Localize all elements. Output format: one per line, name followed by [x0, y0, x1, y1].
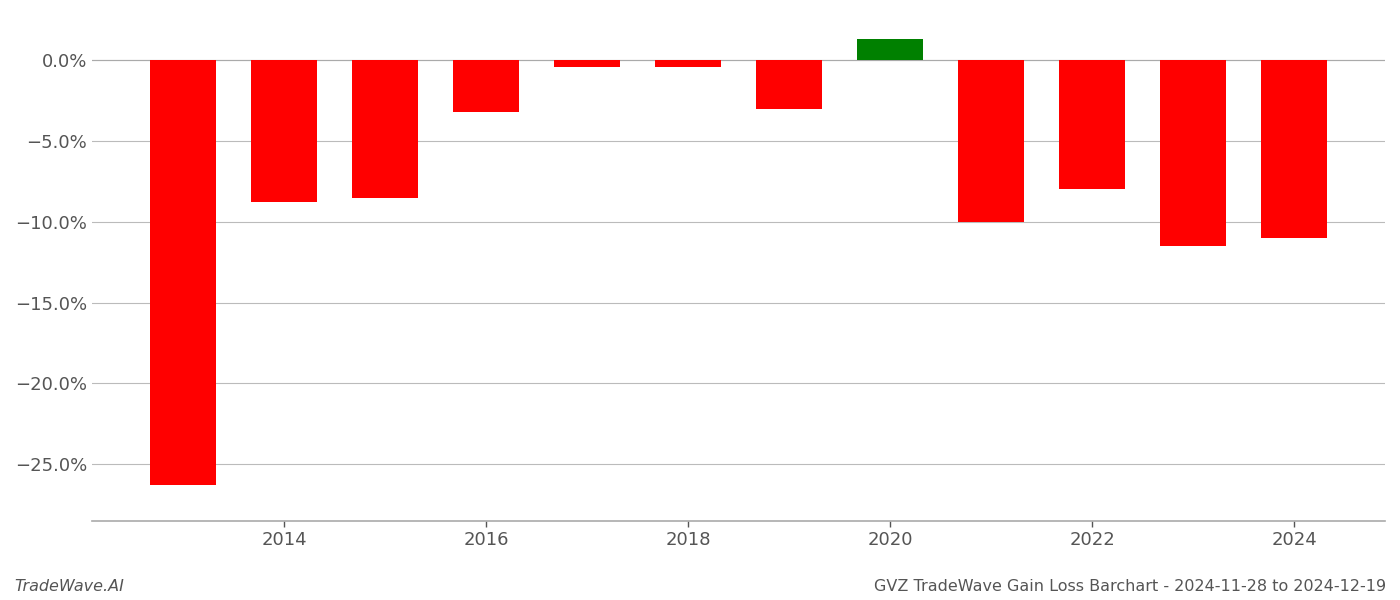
Bar	[554, 60, 620, 67]
Bar	[454, 60, 519, 112]
Bar	[1161, 60, 1226, 246]
Bar	[251, 60, 316, 202]
Bar	[1060, 60, 1126, 190]
Bar	[655, 60, 721, 67]
Bar	[1261, 60, 1327, 238]
Text: TradeWave.AI: TradeWave.AI	[14, 579, 123, 594]
Bar	[857, 39, 923, 60]
Bar	[958, 60, 1023, 222]
Bar	[756, 60, 822, 109]
Bar	[353, 60, 417, 197]
Text: GVZ TradeWave Gain Loss Barchart - 2024-11-28 to 2024-12-19: GVZ TradeWave Gain Loss Barchart - 2024-…	[874, 579, 1386, 594]
Bar	[150, 60, 216, 485]
